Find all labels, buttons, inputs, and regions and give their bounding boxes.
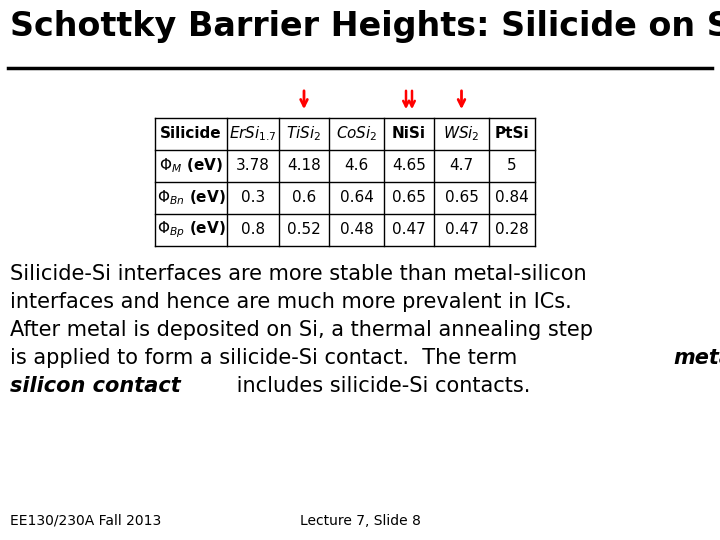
Text: Silicide: Silicide: [160, 126, 222, 141]
Text: EE130/230A Fall 2013: EE130/230A Fall 2013: [10, 514, 161, 528]
Text: 4.65: 4.65: [392, 159, 426, 173]
Text: is applied to form a silicide-Si contact.  The term: is applied to form a silicide-Si contact…: [10, 348, 524, 368]
Text: Lecture 7, Slide 8: Lecture 7, Slide 8: [300, 514, 420, 528]
Text: NiSi: NiSi: [392, 126, 426, 141]
Text: $ErSi_{1.7}$: $ErSi_{1.7}$: [230, 125, 276, 143]
Text: $WSi_{2}$: $WSi_{2}$: [444, 125, 480, 143]
Text: 4.6: 4.6: [344, 159, 369, 173]
Text: $CoSi_{2}$: $CoSi_{2}$: [336, 125, 377, 143]
Text: 4.7: 4.7: [449, 159, 474, 173]
Text: $TiSi_{2}$: $TiSi_{2}$: [287, 125, 322, 143]
Text: 0.48: 0.48: [340, 222, 374, 238]
Text: 0.8: 0.8: [241, 222, 265, 238]
Text: Silicide-Si interfaces are more stable than metal-silicon: Silicide-Si interfaces are more stable t…: [10, 264, 587, 284]
Text: $\Phi_{Bp}$ (eV): $\Phi_{Bp}$ (eV): [157, 220, 225, 240]
Text: 0.65: 0.65: [444, 191, 478, 206]
Text: 0.65: 0.65: [392, 191, 426, 206]
Text: Schottky Barrier Heights: Silicide on Si: Schottky Barrier Heights: Silicide on Si: [10, 10, 720, 43]
Text: silicon contact: silicon contact: [10, 376, 181, 396]
Text: 0.52: 0.52: [287, 222, 321, 238]
Text: interfaces and hence are much more prevalent in ICs.: interfaces and hence are much more preva…: [10, 292, 572, 312]
Text: $\Phi_{Bn}$ (eV): $\Phi_{Bn}$ (eV): [157, 188, 225, 207]
Text: 0.28: 0.28: [495, 222, 529, 238]
Text: 0.3: 0.3: [241, 191, 265, 206]
Text: 4.18: 4.18: [287, 159, 321, 173]
Text: 3.78: 3.78: [236, 159, 270, 173]
Text: 0.47: 0.47: [392, 222, 426, 238]
Text: 0.84: 0.84: [495, 191, 529, 206]
Text: 0.64: 0.64: [340, 191, 374, 206]
Text: $\Phi_M$ (eV): $\Phi_M$ (eV): [159, 157, 223, 176]
Text: metal-: metal-: [673, 348, 720, 368]
Text: PtSi: PtSi: [495, 126, 529, 141]
Text: includes silicide-Si contacts.: includes silicide-Si contacts.: [230, 376, 531, 396]
Text: 5: 5: [507, 159, 517, 173]
Text: After metal is deposited on Si, a thermal annealing step: After metal is deposited on Si, a therma…: [10, 320, 593, 340]
Text: 0.6: 0.6: [292, 191, 316, 206]
Text: 0.47: 0.47: [445, 222, 478, 238]
